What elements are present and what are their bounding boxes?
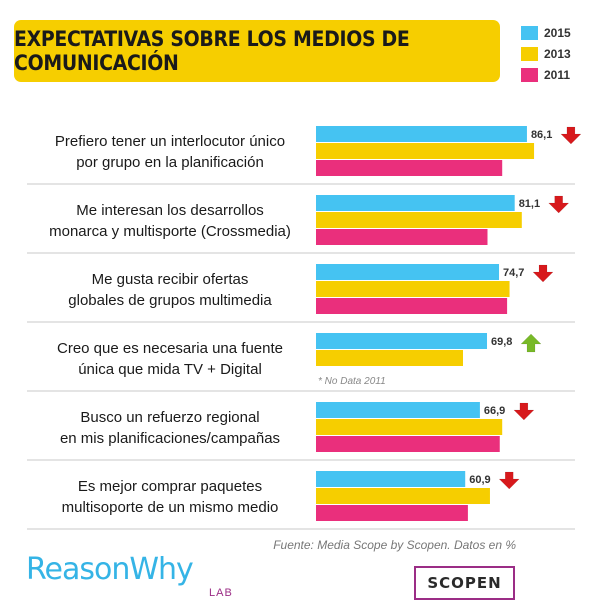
- arrow-down-icon: [560, 126, 582, 145]
- bar-2015: [316, 195, 515, 211]
- bar-2011: [316, 298, 508, 314]
- category-label-line: en mis planificaciones/campañas: [60, 430, 280, 447]
- bar-2015: [316, 402, 480, 418]
- legend: 2015 2013 2011: [521, 22, 571, 85]
- bar-2011: [316, 505, 468, 521]
- chart-title: EXPECTATIVAS SOBRE LOS MEDIOS DE COMUNIC…: [14, 27, 410, 75]
- bar-chart: Prefiero tener un interlocutor único por …: [27, 126, 582, 530]
- legend-label-2011: 2011: [544, 67, 571, 82]
- title-banner: EXPECTATIVAS SOBRE LOS MEDIOS DE COMUNIC…: [14, 20, 500, 82]
- data-label: 66,9: [484, 405, 505, 417]
- category-label: Me gusta recibir ofertas globales de grup…: [68, 271, 272, 309]
- category-label-line: globales de grupos multimedia: [68, 292, 272, 309]
- data-label: 69,8: [491, 336, 512, 348]
- category-label-line: Me interesan los desarrollos: [76, 202, 264, 219]
- arrow-down-icon: [498, 471, 520, 490]
- brand-logo: ReasonWhy: [26, 552, 194, 587]
- bar-2015: [316, 333, 488, 349]
- category-label: Busco un refuerzo regional en mis planifi…: [60, 409, 280, 447]
- category-label-line: Busco un refuerzo regional: [80, 409, 259, 426]
- bar-2013: [316, 488, 490, 504]
- footnote: * No Data 2011: [318, 376, 386, 387]
- data-label: 60,9: [469, 474, 490, 486]
- bar-2015: [316, 471, 466, 487]
- arrow-up-icon: [520, 333, 542, 353]
- bar-2011: [316, 229, 488, 245]
- legend-item-2015: 2015: [521, 22, 571, 43]
- bar-2013: [316, 212, 522, 228]
- category-label: Me interesan los desarrollos monarca y mu…: [49, 202, 291, 240]
- category-label-line: Creo que es necesaria una fuente: [57, 340, 283, 357]
- data-label: 74,7: [503, 267, 524, 279]
- legend-swatch-2011: [521, 67, 538, 82]
- bar-2013: [316, 350, 463, 366]
- bar-2011: [316, 436, 500, 452]
- bar-2015: [316, 126, 527, 142]
- category-label: Creo que es necesaria una fuente única qu…: [57, 340, 283, 378]
- category-label-line: única que mida TV + Digital: [78, 361, 262, 378]
- arrow-down-icon: [532, 264, 554, 283]
- legend-swatch-2015: [521, 25, 538, 40]
- data-label: 86,1: [531, 129, 552, 141]
- arrow-down-icon: [513, 402, 535, 421]
- category-label-line: Es mejor comprar paquetes: [78, 478, 262, 495]
- category-label-line: Me gusta recibir ofertas: [92, 271, 249, 288]
- category-label-line: por grupo en la planificación: [76, 154, 264, 171]
- category-label-line: monarca y multisporte (Crossmedia): [49, 223, 291, 240]
- category-label-line: Prefiero tener un interlocutor único: [55, 133, 285, 150]
- bar-2011: [316, 160, 503, 176]
- partner-logo: SCOPEN: [414, 566, 515, 600]
- source-note: Fuente: Media Scope by Scopen. Datos en …: [273, 538, 516, 552]
- bar-2013: [316, 281, 510, 297]
- legend-item-2011: 2011: [521, 64, 571, 85]
- legend-label-2013: 2013: [544, 46, 571, 61]
- category-label-line: multisoporte de un mismo medio: [62, 499, 279, 516]
- bar-2013: [316, 419, 503, 435]
- category-label: Es mejor comprar paquetes multisoporte de…: [62, 478, 279, 516]
- bar-2015: [316, 264, 500, 280]
- brand-logo-sub: LAB: [209, 587, 233, 599]
- category-label: Prefiero tener un interlocutor único por …: [55, 133, 285, 171]
- data-label: 81,1: [519, 198, 540, 210]
- legend-swatch-2013: [521, 46, 538, 61]
- arrow-down-icon: [548, 195, 570, 214]
- legend-item-2013: 2013: [521, 43, 571, 64]
- legend-label-2015: 2015: [544, 25, 571, 40]
- bar-2013: [316, 143, 535, 159]
